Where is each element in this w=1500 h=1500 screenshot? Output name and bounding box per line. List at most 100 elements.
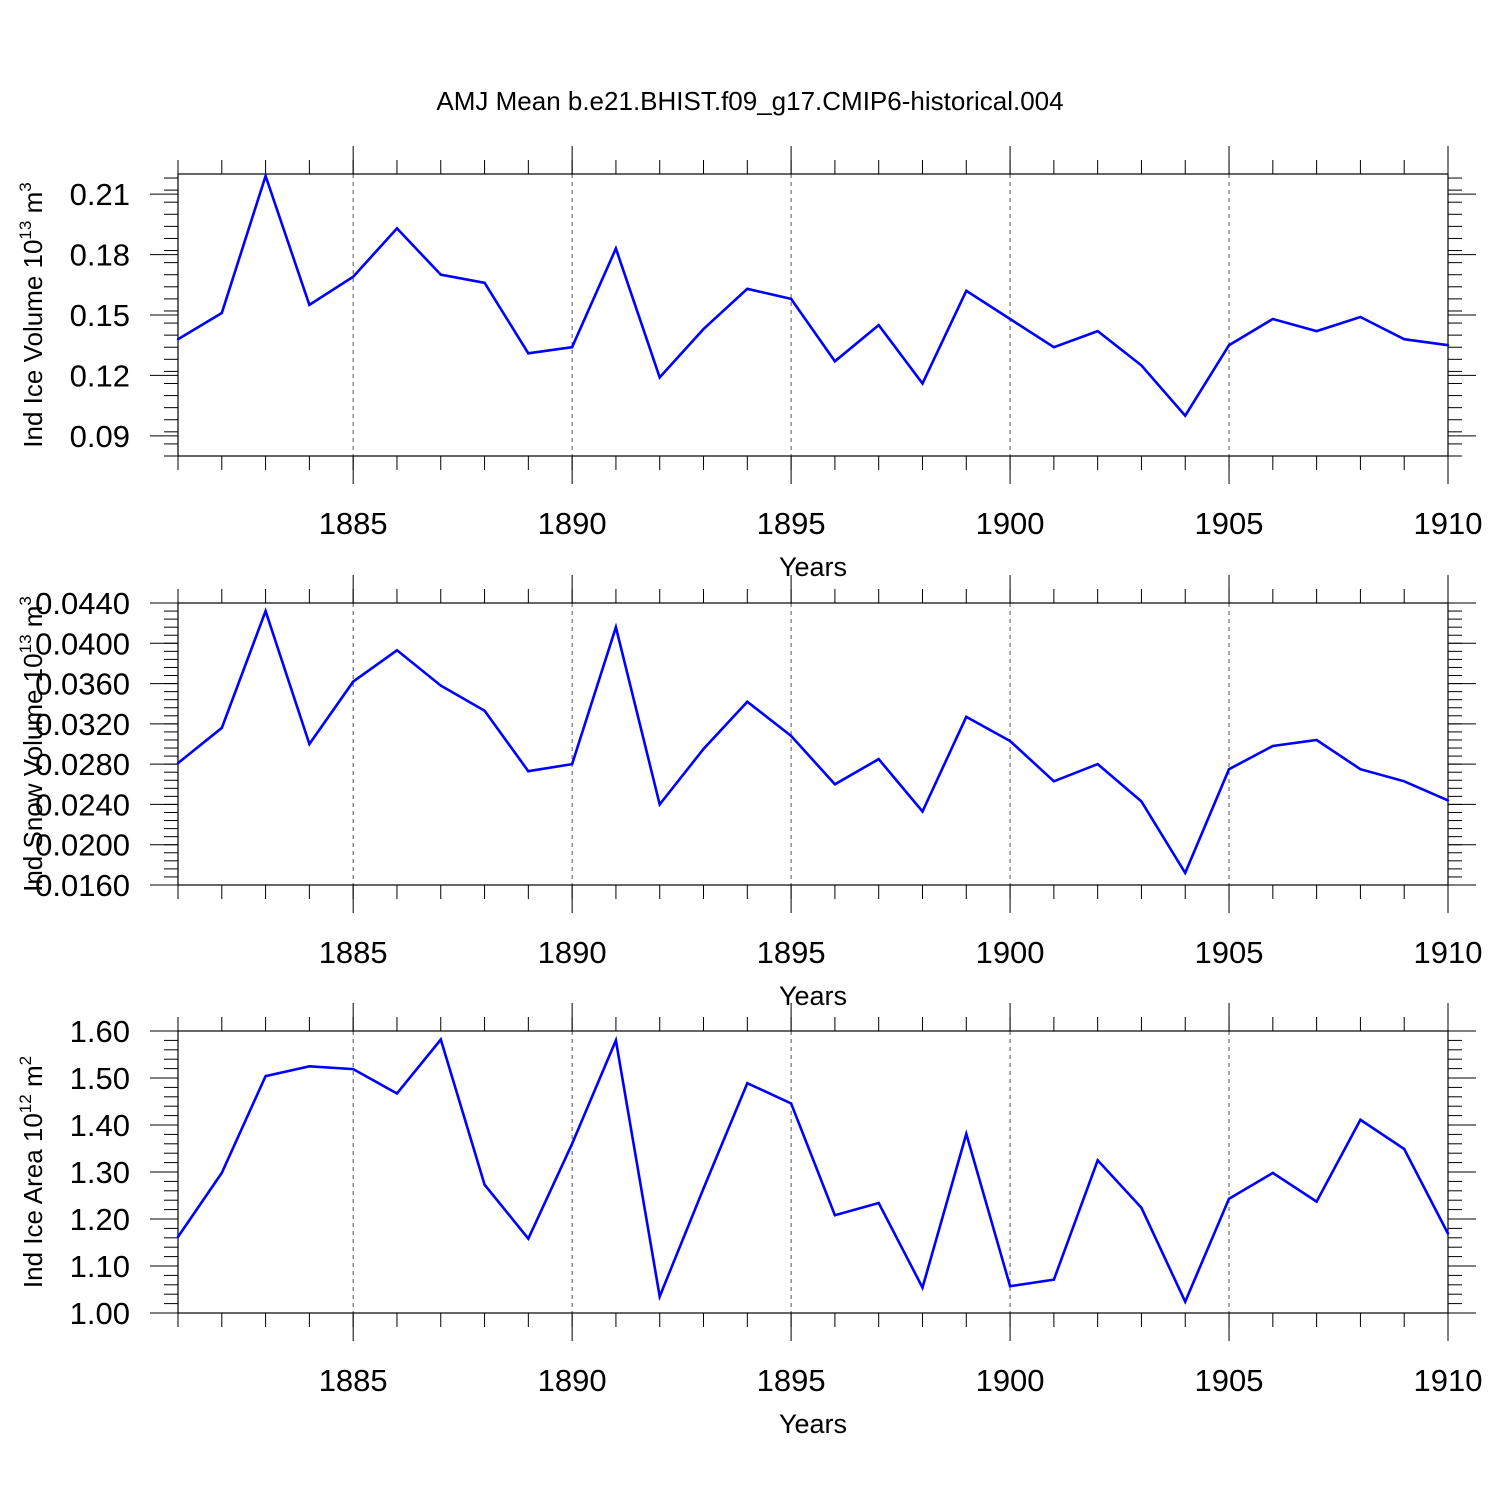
data-point bbox=[702, 1187, 705, 1190]
y-tick-label: 0.12 bbox=[70, 358, 130, 393]
data-point bbox=[176, 337, 180, 341]
y-axis-label-exponent: 13 bbox=[16, 221, 35, 240]
y-axis-label-text: Ind Ice Volume 10 bbox=[18, 240, 48, 448]
data-point bbox=[351, 680, 355, 683]
data-point bbox=[308, 303, 311, 307]
y-axis-label-unit: m bbox=[18, 606, 48, 635]
data-series-line bbox=[177, 607, 1449, 876]
data-point bbox=[1140, 364, 1143, 367]
data-point bbox=[1096, 762, 1099, 766]
data-point bbox=[877, 323, 880, 327]
plot-frame bbox=[177, 602, 1449, 886]
y-tick-label: 1.60 bbox=[70, 1014, 130, 1049]
data-point bbox=[614, 247, 618, 250]
x-tick-label: 1900 bbox=[976, 935, 1045, 970]
x-axis-label: Years bbox=[779, 552, 847, 582]
data-point bbox=[614, 625, 618, 629]
y-tick-label: 0.15 bbox=[70, 298, 130, 333]
data-point bbox=[877, 1201, 880, 1205]
y-tick-label: 0.09 bbox=[70, 419, 130, 454]
x-tick-label: 1885 bbox=[319, 935, 388, 970]
data-point bbox=[1184, 871, 1187, 875]
data-point bbox=[1446, 344, 1450, 347]
chart-panel-1: 1885 1890 1895 1900 1905 1910 0.09 0.12 0.15 0.18… bbox=[16, 146, 1482, 582]
data-point bbox=[264, 1074, 267, 1078]
x-axis-label: Years bbox=[779, 1409, 847, 1439]
data-point bbox=[702, 747, 705, 751]
y-tick-label: 0.0320 bbox=[35, 707, 130, 742]
data-point bbox=[746, 1081, 749, 1085]
data-series-line bbox=[176, 1035, 1450, 1305]
data-point bbox=[351, 275, 355, 278]
data-point bbox=[395, 227, 399, 230]
data-point bbox=[570, 762, 574, 766]
data-point bbox=[351, 1067, 355, 1071]
x-tick-label: 1905 bbox=[1195, 1363, 1264, 1398]
data-point bbox=[1359, 767, 1362, 771]
chart-panel-2: 1885 1890 1895 1900 1905 1910 0.0160 0.0200 0.02… bbox=[16, 575, 1482, 1011]
x-tick-label: 1905 bbox=[1195, 506, 1264, 541]
y-axis-label-unit: m bbox=[18, 1065, 48, 1094]
y-axis-label-unit-exponent: 3 bbox=[16, 596, 35, 605]
data-point bbox=[308, 742, 311, 746]
y-axis-label-unit-exponent: 2 bbox=[16, 1056, 35, 1065]
x-tick-label: 1895 bbox=[757, 1363, 826, 1398]
data-point bbox=[439, 1038, 442, 1041]
y-axis-label-unit: m bbox=[18, 192, 48, 221]
x-axis-label: Years bbox=[779, 981, 847, 1011]
data-point bbox=[1052, 346, 1056, 349]
data-point bbox=[1403, 780, 1406, 783]
data-point bbox=[439, 684, 442, 687]
data-point bbox=[921, 810, 924, 813]
data-point bbox=[220, 311, 223, 315]
data-point bbox=[1184, 1300, 1187, 1303]
chart-title: AMJ Mean b.e21.BHIST.f09_g17.CMIP6-histo… bbox=[436, 86, 1063, 116]
data-point bbox=[395, 649, 399, 652]
x-tick-label: 1900 bbox=[976, 1363, 1045, 1398]
data-point bbox=[789, 297, 793, 301]
data-point bbox=[395, 1092, 399, 1095]
y-axis-label: Ind Snow Volume 1013 m3 bbox=[16, 596, 48, 892]
data-point bbox=[1271, 317, 1275, 321]
x-tick-label: 1910 bbox=[1414, 1363, 1483, 1398]
data-point bbox=[1096, 329, 1099, 333]
data-point bbox=[570, 346, 574, 349]
data-point bbox=[176, 1235, 180, 1239]
data-point bbox=[483, 281, 486, 284]
x-tick-label: 1910 bbox=[1414, 935, 1483, 970]
y-tick-label: 0.21 bbox=[70, 177, 130, 212]
data-point bbox=[1359, 315, 1362, 319]
y-tick-label: 1.00 bbox=[70, 1296, 130, 1331]
data-point bbox=[570, 1142, 574, 1146]
data-point bbox=[1271, 744, 1275, 748]
data-point bbox=[308, 1065, 311, 1068]
chart-panel-3: 1885 1890 1895 1900 1905 1910 1.00 1.10 1.20 1.30… bbox=[16, 1003, 1482, 1439]
data-point bbox=[658, 376, 661, 379]
data-point bbox=[1403, 1147, 1406, 1151]
data-point bbox=[439, 273, 442, 276]
y-tick-label: 0.0280 bbox=[35, 747, 130, 782]
y-tick-label: 0.18 bbox=[70, 238, 130, 273]
x-tick-label: 1890 bbox=[538, 506, 607, 541]
data-point bbox=[264, 174, 267, 178]
data-point bbox=[1008, 317, 1012, 321]
data-point bbox=[1446, 1232, 1450, 1235]
data-point bbox=[746, 287, 749, 291]
x-tick-label: 1885 bbox=[319, 1363, 388, 1398]
data-point bbox=[483, 709, 486, 712]
data-point bbox=[658, 1295, 661, 1298]
data-point bbox=[789, 734, 793, 738]
x-tick-label: 1905 bbox=[1195, 935, 1264, 970]
data-point bbox=[1315, 1200, 1318, 1203]
y-tick-label: 0.0360 bbox=[35, 667, 130, 702]
data-point bbox=[965, 1132, 968, 1136]
data-point bbox=[1403, 337, 1406, 341]
data-point bbox=[1008, 1285, 1012, 1288]
data-point bbox=[1052, 1278, 1056, 1281]
data-point bbox=[614, 1039, 618, 1042]
x-tick-label: 1890 bbox=[538, 1363, 607, 1398]
data-point bbox=[483, 1183, 486, 1186]
data-point bbox=[789, 1102, 793, 1105]
data-point bbox=[527, 769, 530, 773]
